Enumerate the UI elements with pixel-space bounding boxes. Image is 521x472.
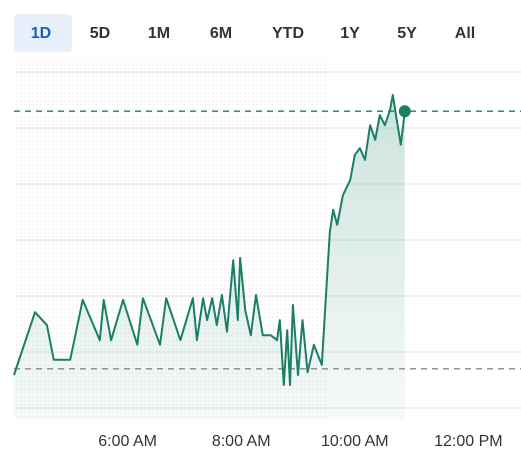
active-tab-bg [14,14,72,52]
x-tick-label: 12:00 PM [434,433,502,450]
range-tab[interactable]: All [455,25,475,42]
range-tab[interactable]: YTD [272,25,304,42]
range-tab[interactable]: 1Y [340,25,360,42]
x-tick-label: 6:00 AM [98,433,157,450]
price-line [13,94,406,386]
x-tick-label: 8:00 AM [212,433,271,450]
x-tick-label: 10:00 AM [321,433,389,450]
area-fill [14,95,405,420]
range-tab[interactable]: 1M [148,25,170,42]
range-tab[interactable]: 6M [210,25,232,42]
range-tab[interactable]: 1D [31,25,51,42]
range-tab[interactable]: 5Y [397,25,417,42]
range-tab[interactable]: 5D [90,25,110,42]
last-price-dot [398,105,411,118]
